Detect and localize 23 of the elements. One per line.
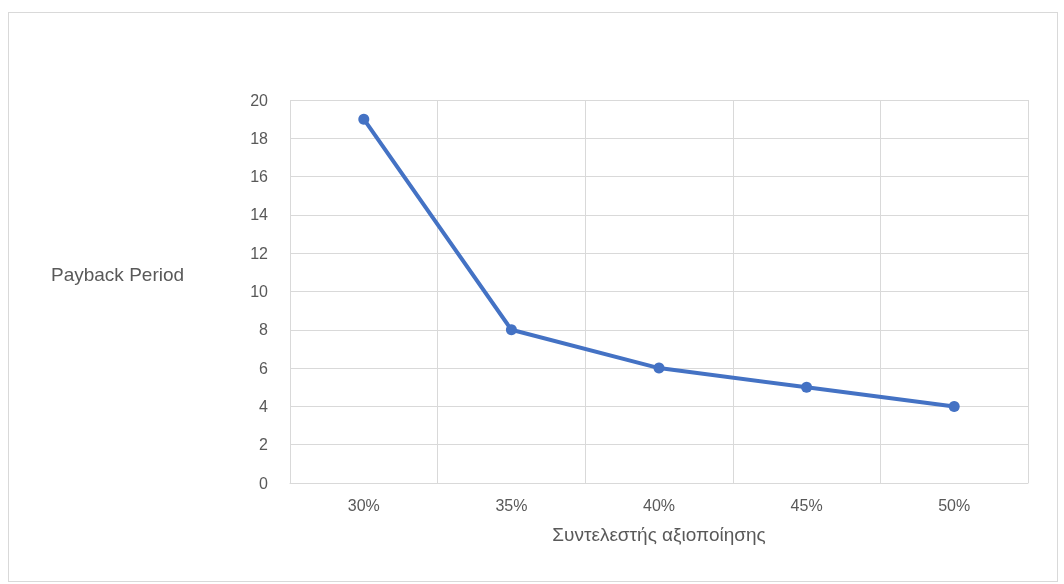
point [505,324,517,336]
y-tick-label: 2 [259,436,269,454]
y-tick-label: 0 [259,474,269,492]
x-axis-title: Συντελεστής αξιοποίησης [552,524,766,545]
y-tick-label: 6 [259,359,269,377]
y-tick-label: 18 [250,129,269,147]
y-tick-label: 8 [259,321,269,339]
y-tick-label: 12 [250,244,269,262]
y-tick-label: 20 [250,91,269,109]
point [358,113,370,125]
x-tick-label: 50% [938,496,971,514]
point [653,362,665,374]
point [948,400,960,412]
x-tick-label: 40% [642,496,676,514]
x-tick-label: 45% [790,496,823,514]
x-tick-label: 30% [347,496,380,514]
y-tick-label: 16 [250,168,269,186]
y-tick-label: 10 [250,283,269,300]
x-tick-label: 35% [495,496,528,514]
y-tick-label: 4 [259,397,269,415]
point [801,381,813,393]
y-tick-label: 14 [250,206,269,224]
y-axis-title: Payback Period [51,264,185,285]
